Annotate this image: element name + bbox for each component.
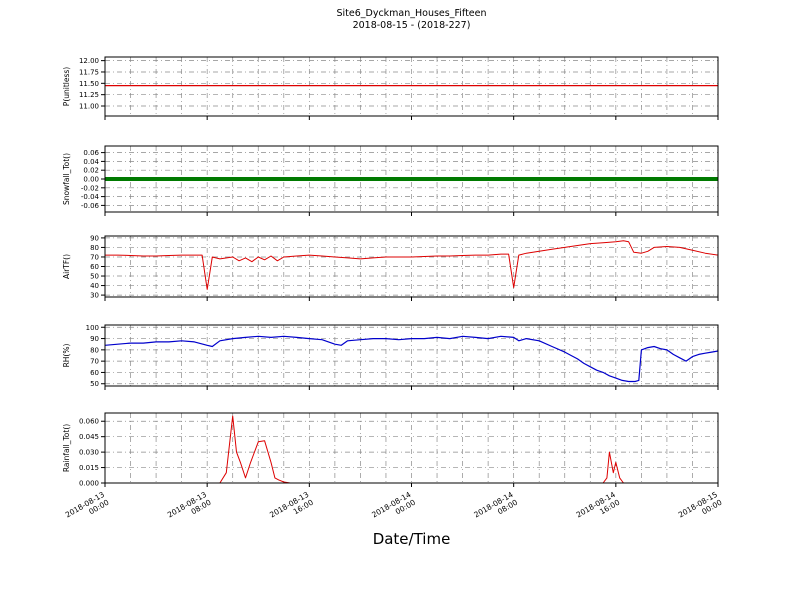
y-tick-label: 70	[90, 358, 99, 366]
y-tick-label: 0.00	[83, 176, 99, 184]
y-tick-label: 12.00	[79, 57, 99, 65]
x-tick-label: 2018-08-1416:00	[575, 490, 622, 527]
y-tick-label: 90	[90, 335, 99, 343]
series-line-RH	[104, 335, 719, 383]
y-tick-label: 0.030	[79, 449, 99, 457]
y-axis-label: Snowfall_Tot()	[62, 153, 71, 205]
y-tick-label: -0.06	[81, 202, 100, 210]
y-axis-label: Rainfall_Tot()	[62, 424, 71, 472]
series-line-Rainfall_Tot	[105, 415, 718, 484]
y-tick-label: 30	[90, 292, 99, 300]
y-tick-label: 50	[90, 380, 99, 388]
x-tick-label: 2018-08-1316:00	[268, 490, 315, 527]
y-tick-label: 40	[90, 282, 99, 290]
y-tick-label: 60	[90, 369, 99, 377]
y-axis-label: RH(%)	[62, 344, 71, 368]
y-tick-label: 0.060	[79, 418, 99, 426]
x-tick-label: 2018-08-1500:00	[677, 490, 724, 527]
panel-border	[104, 145, 719, 213]
y-tick-label: 0.045	[79, 433, 99, 441]
y-tick-label: 0.04	[83, 158, 99, 166]
y-tick-label: 11.00	[79, 103, 99, 111]
panel-border	[104, 412, 719, 484]
y-axis-label: AirTF()	[62, 254, 71, 279]
panel-border	[104, 235, 719, 298]
x-tick-label: 2018-08-1400:00	[370, 490, 417, 527]
y-tick-label: 70	[90, 253, 99, 261]
y-tick-label: -0.02	[81, 184, 99, 192]
y-tick-label: 50	[90, 273, 99, 281]
chart-title-line2: 2018-08-15 - (2018-227)	[352, 19, 471, 31]
y-tick-label: 11.25	[79, 91, 99, 99]
panel-border	[104, 56, 719, 117]
y-tick-label: -0.04	[81, 193, 100, 201]
y-tick-label: 11.50	[79, 80, 99, 88]
x-axis-label: Date/Time	[372, 530, 451, 548]
y-tick-label: 0.015	[79, 464, 99, 472]
y-tick-label: 90	[90, 234, 99, 242]
x-tick-label: 2018-08-1408:00	[472, 490, 519, 527]
y-tick-label: 80	[90, 346, 99, 354]
y-tick-label: 80	[90, 244, 99, 252]
chart-title: Site6_Dyckman_Houses_Fifteen 2018-08-15 …	[105, 8, 718, 32]
x-tick-label: 2018-08-1300:00	[64, 490, 111, 527]
chart-title-line1: Site6_Dyckman_Houses_Fifteen	[336, 8, 487, 19]
y-tick-label: 100	[86, 324, 99, 332]
x-tick-label: 2018-08-1308:00	[166, 490, 213, 527]
y-tick-label: 11.75	[79, 68, 99, 76]
y-tick-label: 0.02	[83, 167, 99, 175]
panel-border	[104, 324, 719, 387]
y-tick-label: 60	[90, 263, 99, 271]
y-tick-label: 0.06	[83, 149, 99, 157]
series-line-AirTF	[105, 240, 719, 290]
y-tick-label: 0.000	[79, 480, 99, 488]
y-axis-label: P(unitless)	[62, 67, 71, 106]
